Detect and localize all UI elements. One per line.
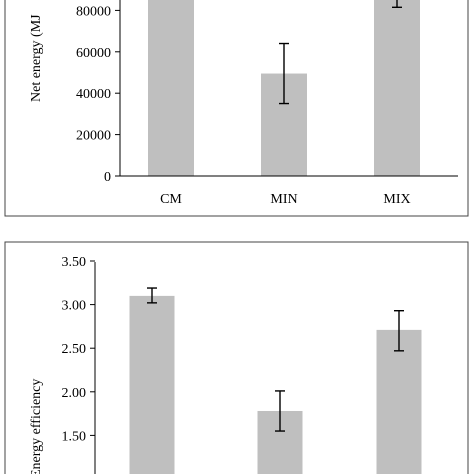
a-x-tick-label: MIN	[270, 192, 297, 207]
panel-b-y-axis-title: Energy efficiency	[29, 379, 44, 474]
panel-a-y-axis-title: Net energy (MJ	[29, 14, 44, 102]
a-bar-mix	[374, 0, 420, 177]
a-y-tick-label: 80000	[76, 4, 111, 19]
a-y-tick-label: 20000	[76, 129, 111, 144]
b-y-tick-label: 2.00	[62, 386, 87, 401]
a-y-tick-label: 60000	[76, 46, 111, 61]
b-bar-mix	[376, 329, 422, 474]
a-bar-cm	[148, 0, 194, 177]
b-bar-cm	[129, 295, 175, 474]
panel-b-frame	[4, 241, 469, 474]
a-y-tick-label: 0	[104, 170, 111, 185]
b-y-tick-label: 3.50	[62, 255, 87, 270]
net-energy-chart: 0 20000 40000 60000 80000 CM MIN MIX Net energ…	[4, 0, 469, 217]
panel-a-frame	[4, 0, 469, 217]
energy-efficiency-chart: 1.50 2.00 2.50 3.00 3.50 Energy efficiency	[4, 241, 469, 474]
b-y-tick-label: 3.00	[62, 299, 87, 314]
a-y-tick-label: 40000	[76, 87, 111, 102]
a-x-tick-label: CM	[160, 192, 182, 207]
a-x-tick-label: MIX	[383, 192, 410, 207]
b-y-tick-label: 2.50	[62, 342, 87, 357]
b-y-tick-label: 1.50	[62, 429, 87, 444]
